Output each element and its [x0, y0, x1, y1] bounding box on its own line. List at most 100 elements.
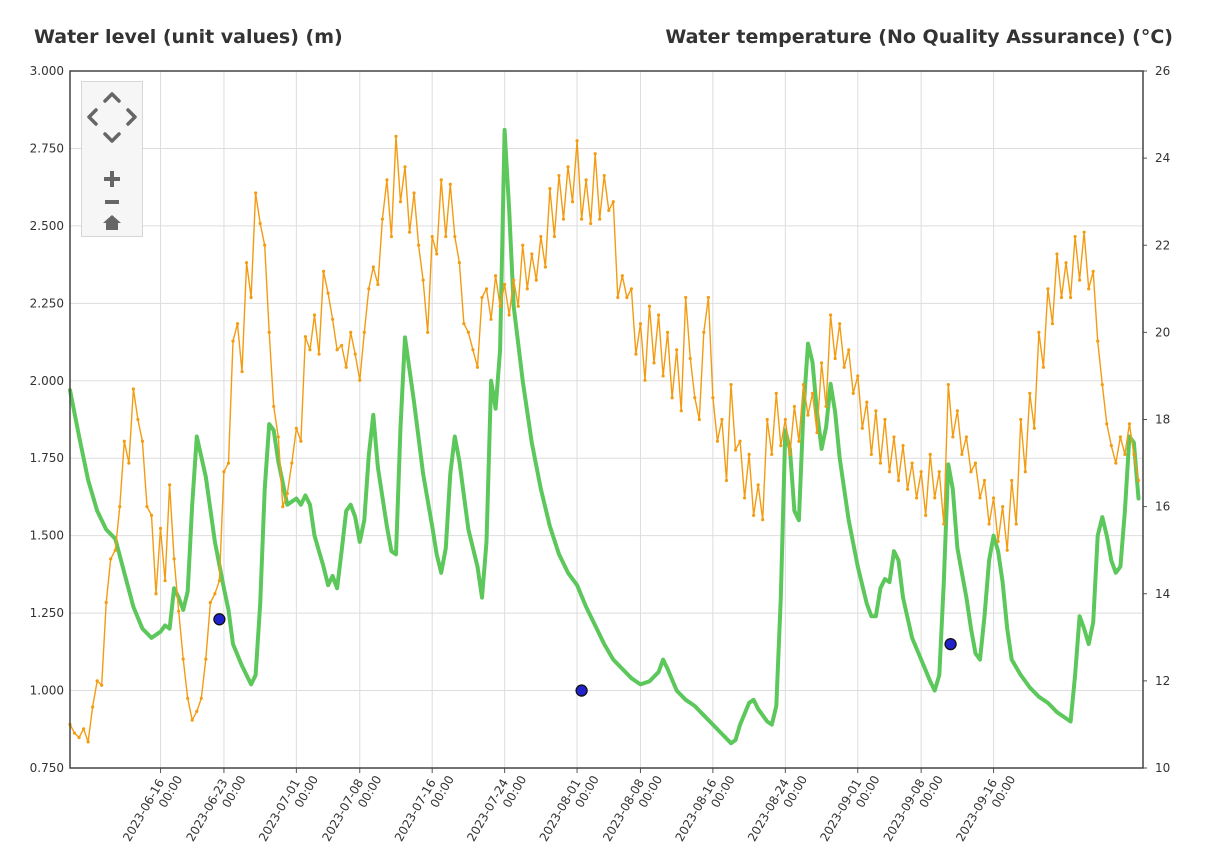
zoom-out-icon[interactable]: [105, 200, 119, 204]
temperature-point: [344, 365, 348, 369]
temperature-point: [217, 579, 222, 583]
temperature-point: [702, 330, 706, 334]
temperature-point: [299, 439, 303, 443]
x-tick-label-date: 2023-09-16: [953, 777, 1000, 844]
temperature-point: [792, 404, 796, 409]
temperature-point: [765, 417, 769, 422]
temperature-point: [1010, 478, 1014, 483]
temperature-point: [670, 396, 674, 400]
temperature-point: [317, 352, 321, 356]
y-left-tick-label: 2.500: [30, 219, 64, 233]
y-right-tick-label: 24: [1155, 151, 1170, 165]
y-right-tick-label: 22: [1155, 238, 1170, 252]
temperature-point: [367, 287, 371, 291]
temperature-point: [109, 557, 113, 561]
temperature-point: [435, 252, 439, 256]
temperature-point: [620, 274, 624, 278]
temperature-point: [91, 705, 95, 709]
temperature-point: [362, 330, 366, 334]
temperature-point: [1091, 269, 1095, 273]
temperature-point: [729, 383, 733, 387]
temperature-point: [516, 304, 520, 308]
temperature-point: [788, 452, 792, 456]
x-tick-label-date: 2023-09-01: [817, 777, 864, 844]
x-tick-label-date: 2023-08-24: [745, 777, 792, 844]
temperature-point: [462, 322, 466, 326]
temperature-point: [118, 505, 122, 509]
temperature-point: [851, 391, 855, 395]
temperature-point: [1028, 391, 1032, 395]
temperature-point: [647, 304, 652, 308]
temperature-point: [946, 383, 950, 387]
temperature-point: [190, 718, 194, 722]
temperature-point: [819, 361, 824, 365]
temperature-point: [1014, 522, 1018, 526]
pan-up-icon[interactable]: [103, 92, 121, 103]
temperature-point: [426, 330, 430, 334]
temperature-point: [263, 243, 267, 247]
temperature-point: [566, 165, 570, 169]
temperature-point: [575, 139, 579, 143]
x-tick-label-date: 2023-06-23: [184, 777, 231, 844]
temperature-point: [385, 178, 389, 182]
temperature-point: [430, 234, 434, 239]
temperature-point: [154, 592, 158, 596]
temperature-point: [498, 304, 502, 308]
temperature-point: [557, 173, 561, 178]
temperature-point: [353, 352, 357, 356]
right-axis-title: Water temperature (No Quality Assurance)…: [665, 26, 1173, 48]
zoom-in-icon[interactable]: [104, 171, 120, 187]
temperature-point: [1073, 234, 1077, 239]
temperature-point: [865, 400, 869, 404]
temperature-point: [634, 352, 638, 356]
temperature-point: [1123, 452, 1127, 456]
temperature-point: [398, 200, 403, 204]
temperature-point: [733, 448, 738, 452]
temperature-point: [829, 313, 833, 317]
temperature-point: [661, 374, 665, 378]
temperature-point: [1005, 548, 1009, 552]
temperature-point: [937, 470, 941, 474]
home-icon[interactable]: [103, 215, 121, 230]
temperature-point: [163, 579, 167, 583]
temperature-point: [697, 417, 701, 422]
y-left-tick-label: 2.250: [30, 296, 64, 310]
temperature-point: [1001, 505, 1005, 509]
pan-down-icon[interactable]: [103, 132, 121, 143]
temperature-point: [543, 265, 547, 269]
temperature-point: [421, 278, 425, 282]
temperature-point: [380, 217, 384, 221]
temperature-point: [761, 518, 765, 522]
temperature-point: [801, 383, 806, 387]
temperature-point: [919, 470, 923, 474]
y-left-tick-label: 1.750: [30, 451, 64, 465]
y-left-tick-label: 1.250: [30, 606, 64, 620]
temperature-point: [666, 330, 670, 334]
temperature-point: [466, 330, 471, 334]
temperature-point: [643, 378, 647, 382]
temperature-point: [81, 727, 86, 731]
x-tick-label-date: 2023-09-08: [881, 777, 928, 844]
y-left-tick-label: 0.750: [30, 761, 64, 775]
temperature-point: [457, 261, 461, 265]
temperature-point: [340, 343, 344, 348]
temperature-point: [982, 478, 987, 483]
temperature-point: [924, 513, 928, 517]
temperature-point: [308, 348, 312, 352]
y-right-tick-label: 12: [1155, 674, 1170, 688]
pan-left-icon[interactable]: [87, 108, 98, 126]
temperature-point: [991, 496, 996, 500]
temperature-point: [326, 291, 330, 295]
temperature-point: [95, 679, 99, 683]
temperature-point: [489, 317, 493, 321]
pan-right-icon[interactable]: [126, 108, 137, 126]
temperature-point: [530, 252, 534, 256]
water-level-marker: [213, 613, 226, 626]
temperature-point: [656, 313, 661, 317]
